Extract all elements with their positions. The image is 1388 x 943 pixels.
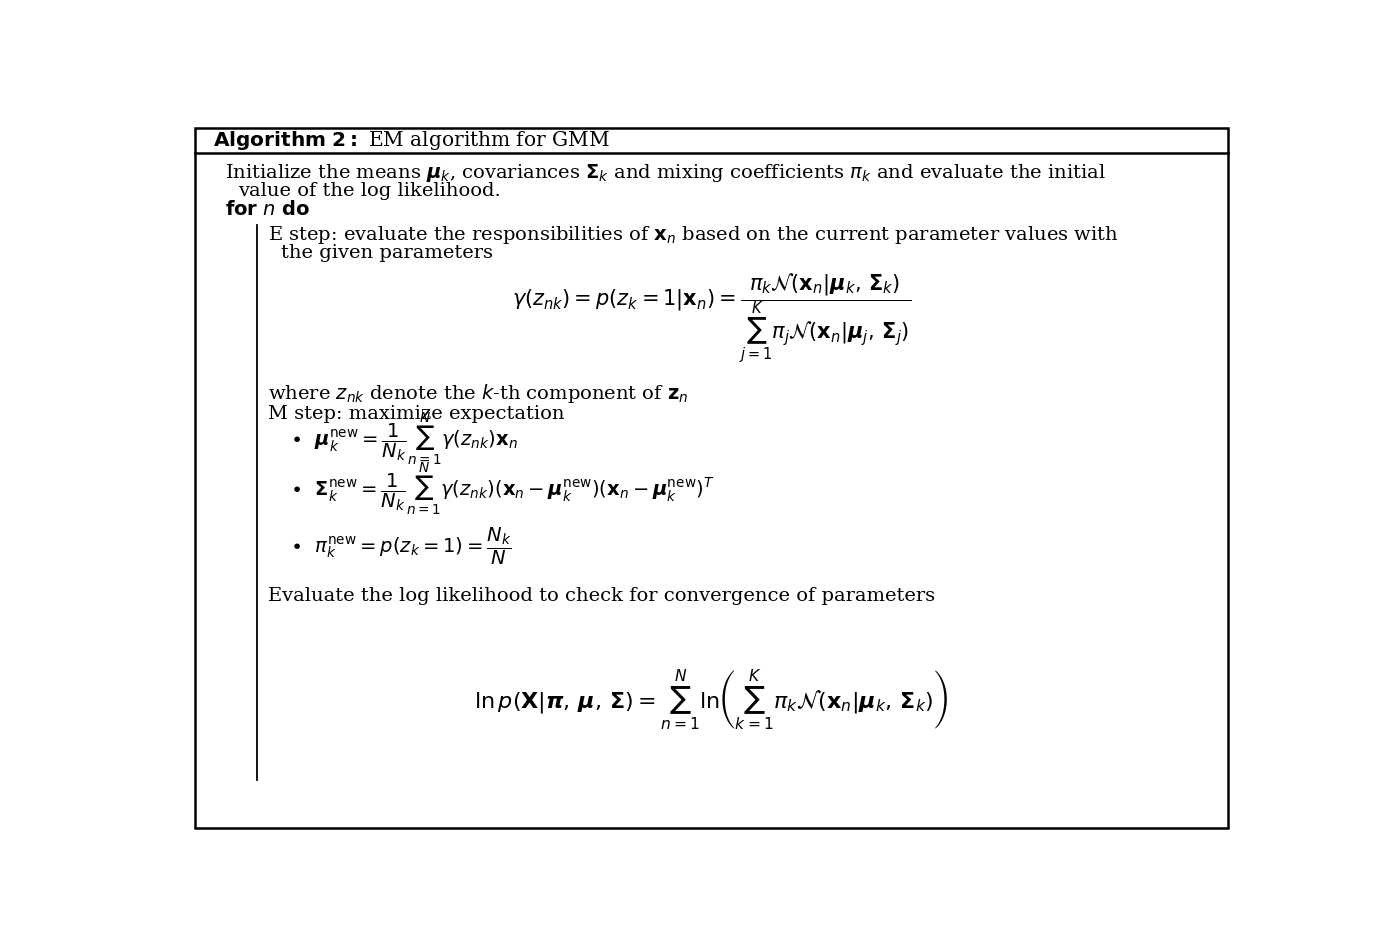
Text: Initialize the means $\boldsymbol{\mu}_k$, covariances $\boldsymbol{\Sigma}_k$ a: Initialize the means $\boldsymbol{\mu}_k… [225, 161, 1106, 184]
Text: the given parameters: the given parameters [280, 244, 493, 262]
Text: value of the log likelihood.: value of the log likelihood. [239, 182, 501, 200]
Text: $\gamma(z_{nk}) = p(z_k = 1|\mathbf{x}_n) = \dfrac{\pi_k \mathcal{N}(\mathbf{x}_: $\gamma(z_{nk}) = p(z_k = 1|\mathbf{x}_n… [512, 271, 911, 365]
Text: $\bullet$  $\boldsymbol{\mu}_k^{\mathrm{new}} = \dfrac{1}{N_k}\sum_{n=1}^{N} \ga: $\bullet$ $\boldsymbol{\mu}_k^{\mathrm{n… [290, 410, 518, 467]
Text: M step: maximize expectation: M step: maximize expectation [268, 405, 565, 423]
FancyBboxPatch shape [194, 127, 1227, 828]
Text: $\mathbf{Algorithm\ 2:}$ EM algorithm for GMM: $\mathbf{Algorithm\ 2:}$ EM algorithm fo… [214, 128, 611, 152]
Text: E step: evaluate the responsibilities of $\mathbf{x}_n$ based on the current par: E step: evaluate the responsibilities of… [268, 224, 1119, 246]
Text: $\bullet$  $\pi_k^{\mathrm{new}} = p(z_k = 1) = \dfrac{N_k}{N}$: $\bullet$ $\pi_k^{\mathrm{new}} = p(z_k … [290, 526, 511, 568]
Text: $\bullet$  $\boldsymbol{\Sigma}_k^{\mathrm{new}} = \dfrac{1}{N_k}\sum_{n=1}^{N} : $\bullet$ $\boldsymbol{\Sigma}_k^{\mathr… [290, 460, 715, 517]
Text: $\mathbf{for}$ $n$ $\mathbf{do}$: $\mathbf{for}$ $n$ $\mathbf{do}$ [225, 200, 310, 219]
Text: where $z_{nk}$ denote the $k$-th component of $\mathbf{z}_n$: where $z_{nk}$ denote the $k$-th compone… [268, 382, 688, 405]
Text: $\ln p(\mathbf{X}|\boldsymbol{\pi},\,\boldsymbol{\mu},\,\boldsymbol{\Sigma}) = \: $\ln p(\mathbf{X}|\boldsymbol{\pi},\,\bo… [475, 670, 948, 734]
Text: Evaluate the log likelihood to check for convergence of parameters: Evaluate the log likelihood to check for… [268, 587, 936, 605]
